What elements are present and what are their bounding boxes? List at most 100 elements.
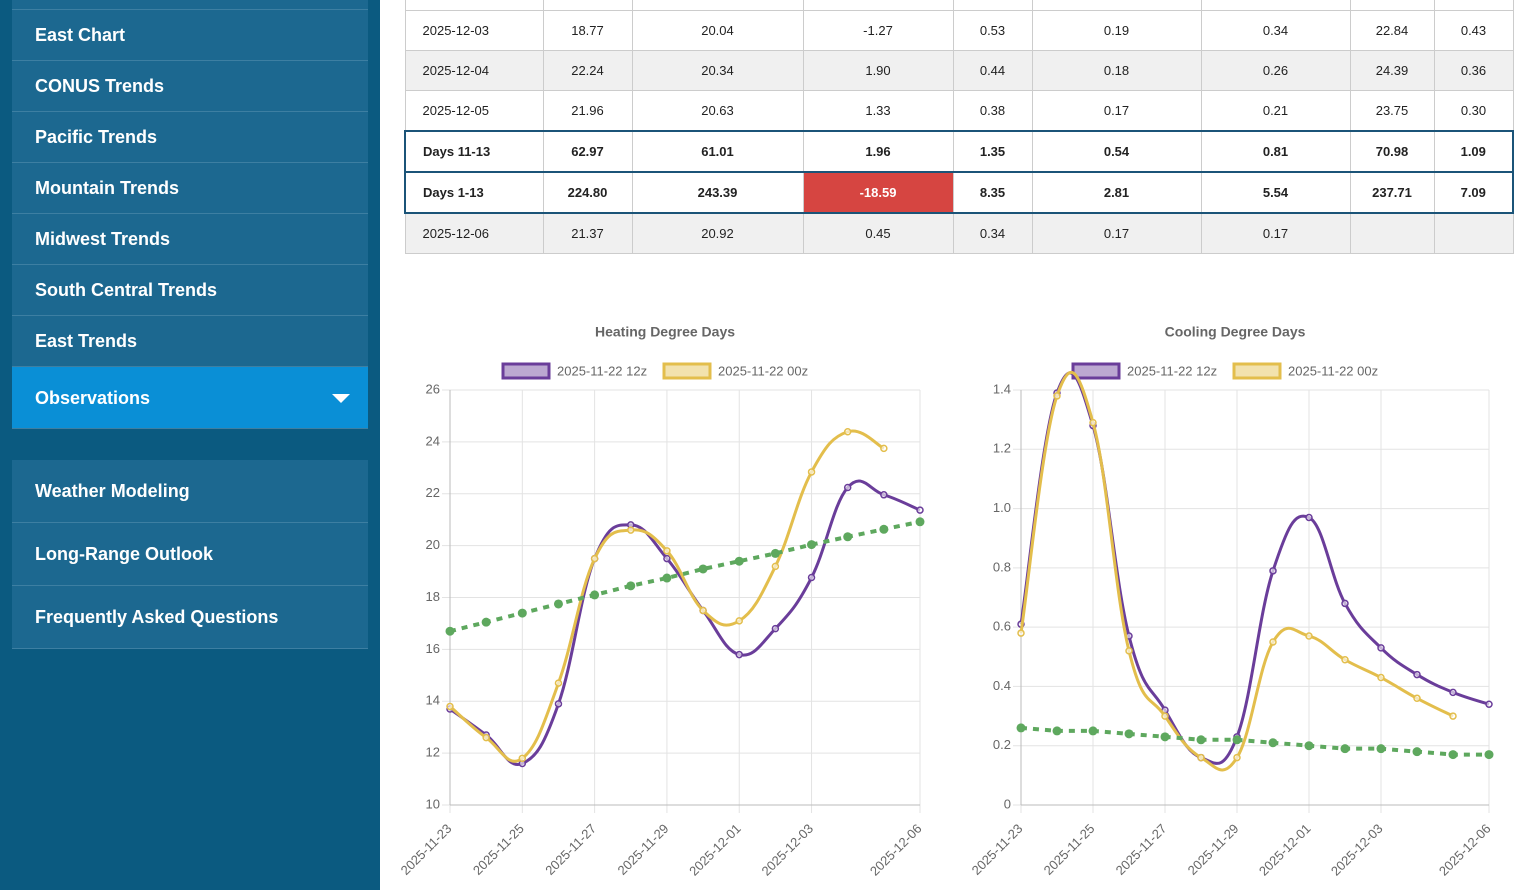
- table-cell: 0.34: [1200, 10, 1351, 51]
- y-tick-label: 26: [426, 381, 440, 396]
- y-tick-label: 0.6: [993, 619, 1011, 634]
- y-tick-label: 0.4: [993, 678, 1011, 693]
- data-point: [1232, 735, 1242, 745]
- data-point: [915, 517, 925, 527]
- table-row: 2025-12-03 18.77 20.04 -1.27 0.53 0.19 0.34 22.…: [404, 10, 1514, 51]
- x-tick-label: 2025-12-01: [686, 821, 744, 879]
- table-cell: 0.81: [1200, 130, 1351, 173]
- table-cell: [1200, 0, 1351, 11]
- table-cell: [542, 0, 633, 11]
- table-cell: 20.63: [631, 90, 804, 132]
- table-cell: 0.26: [1200, 50, 1351, 91]
- y-tick-label: 12: [426, 745, 440, 760]
- nav-item[interactable]: East Chart: [12, 10, 368, 61]
- data-point: [698, 564, 708, 574]
- nav-item[interactable]: Frequently Asked Questions: [12, 586, 368, 649]
- y-tick-label: 20: [426, 537, 440, 552]
- chart-title: Heating Degree Days: [595, 324, 735, 340]
- nav-item[interactable]: CONUS Trends: [12, 61, 368, 112]
- y-tick-label: 22: [426, 485, 440, 500]
- data-point: [590, 554, 599, 563]
- table-cell: 2025-12-04: [404, 50, 544, 91]
- data-point: [1269, 638, 1277, 646]
- y-tick-label: 0: [1004, 796, 1011, 811]
- data-point: [1413, 694, 1421, 703]
- y-tick-label: 16: [426, 641, 440, 656]
- data-point: [1340, 744, 1350, 754]
- nav-label: Observations: [35, 388, 151, 408]
- x-tick-label: 2025-12-01: [1256, 821, 1314, 879]
- data-point: [735, 650, 743, 659]
- table-cell: [802, 0, 954, 11]
- data-point: [1197, 753, 1205, 762]
- legend-label: 2025-11-22 00z: [1288, 363, 1378, 378]
- table-row: Days 11-13 62.97 61.01 1.96 1.35 0.54 0.81 70.9…: [404, 130, 1514, 173]
- data-point: [807, 540, 817, 550]
- data-point: [771, 562, 780, 571]
- data-point: [1413, 670, 1421, 679]
- nav-item[interactable]: Weather Modeling: [12, 460, 368, 523]
- table-cell: 224.80: [542, 171, 633, 214]
- y-tick-label: 0.2: [993, 737, 1011, 752]
- table-cell: 70.98: [1349, 130, 1435, 173]
- data-point: [1449, 712, 1457, 720]
- data-point: [1412, 747, 1422, 757]
- nav-item[interactable]: South Central Trends: [12, 265, 368, 316]
- data-point: [1304, 741, 1314, 751]
- data-point: [554, 700, 563, 708]
- table-cell: 20.34: [631, 50, 804, 91]
- legend-label: 2025-11-22 12z: [557, 363, 647, 378]
- nav-item[interactable]: Midwest Trends: [12, 214, 368, 265]
- table-cell: 23.75: [1349, 90, 1435, 132]
- nav-item[interactable]: Mountain Trends: [12, 163, 368, 214]
- data-point: [1053, 392, 1061, 400]
- legend-label: 2025-11-22 00z: [718, 363, 808, 378]
- table-cell: 22.84: [1349, 10, 1435, 51]
- data-point: [1341, 656, 1349, 664]
- table-row: 2025-12-06 21.37 20.92 0.45 0.34 0.17 0.17: [404, 212, 1514, 254]
- data-point: [663, 554, 671, 563]
- dropdown-caret[interactable]: [332, 394, 350, 403]
- nav-label: Pacific Trends: [35, 127, 158, 147]
- data-point: [880, 444, 888, 453]
- data-point: [770, 548, 780, 558]
- series-line: [1019, 370, 1454, 772]
- nav-item[interactable]: Observations: [12, 367, 368, 429]
- table-row: Days 1-13 224.80 243.39 -18.59 8.35 2.81 5.54 2…: [404, 171, 1514, 214]
- nav-item[interactable]: Long-Range Outlook: [12, 523, 368, 586]
- data-point: [663, 547, 671, 555]
- y-tick-label: 24: [426, 433, 440, 448]
- table-cell: 1.09: [1433, 130, 1514, 173]
- table-cell: 0.18: [1031, 50, 1202, 91]
- data-point: [1376, 744, 1386, 754]
- data-point: [518, 759, 527, 768]
- series-line: [449, 429, 885, 763]
- table-cell: 22.24: [542, 50, 633, 91]
- x-tick-label: 2025-11-29: [1185, 821, 1242, 878]
- table-cell: 237.71: [1349, 171, 1435, 214]
- data-point: [1341, 599, 1349, 608]
- series-line: [449, 519, 921, 634]
- data-point: [1089, 418, 1097, 427]
- table-cell: 0.43: [1433, 10, 1514, 51]
- data-point: [1268, 738, 1278, 748]
- nav-item[interactable]: East Trends: [12, 316, 368, 367]
- table-cell: Days 11-13: [404, 130, 544, 173]
- table-cell: 0.36: [1433, 50, 1514, 91]
- data-point: [627, 526, 635, 534]
- data-point: [1484, 750, 1494, 760]
- data-point: [1377, 644, 1385, 652]
- nav-item[interactable]: Pacific Trends: [12, 112, 368, 163]
- data-point: [627, 521, 635, 529]
- table-cell: 62.97: [542, 130, 633, 173]
- x-tick-label: 2025-11-23: [969, 821, 1026, 878]
- table-cell: 2.81: [1031, 171, 1202, 214]
- table-cell: 24.39: [1349, 50, 1435, 91]
- table-cell: 2025-12-03: [404, 10, 544, 51]
- table-cell: 0.30: [1433, 90, 1514, 132]
- data-point: [1089, 421, 1097, 430]
- table-cell: [631, 0, 804, 11]
- table-cell: 5.54: [1200, 171, 1351, 214]
- x-tick-label: 2025-12-03: [758, 821, 816, 879]
